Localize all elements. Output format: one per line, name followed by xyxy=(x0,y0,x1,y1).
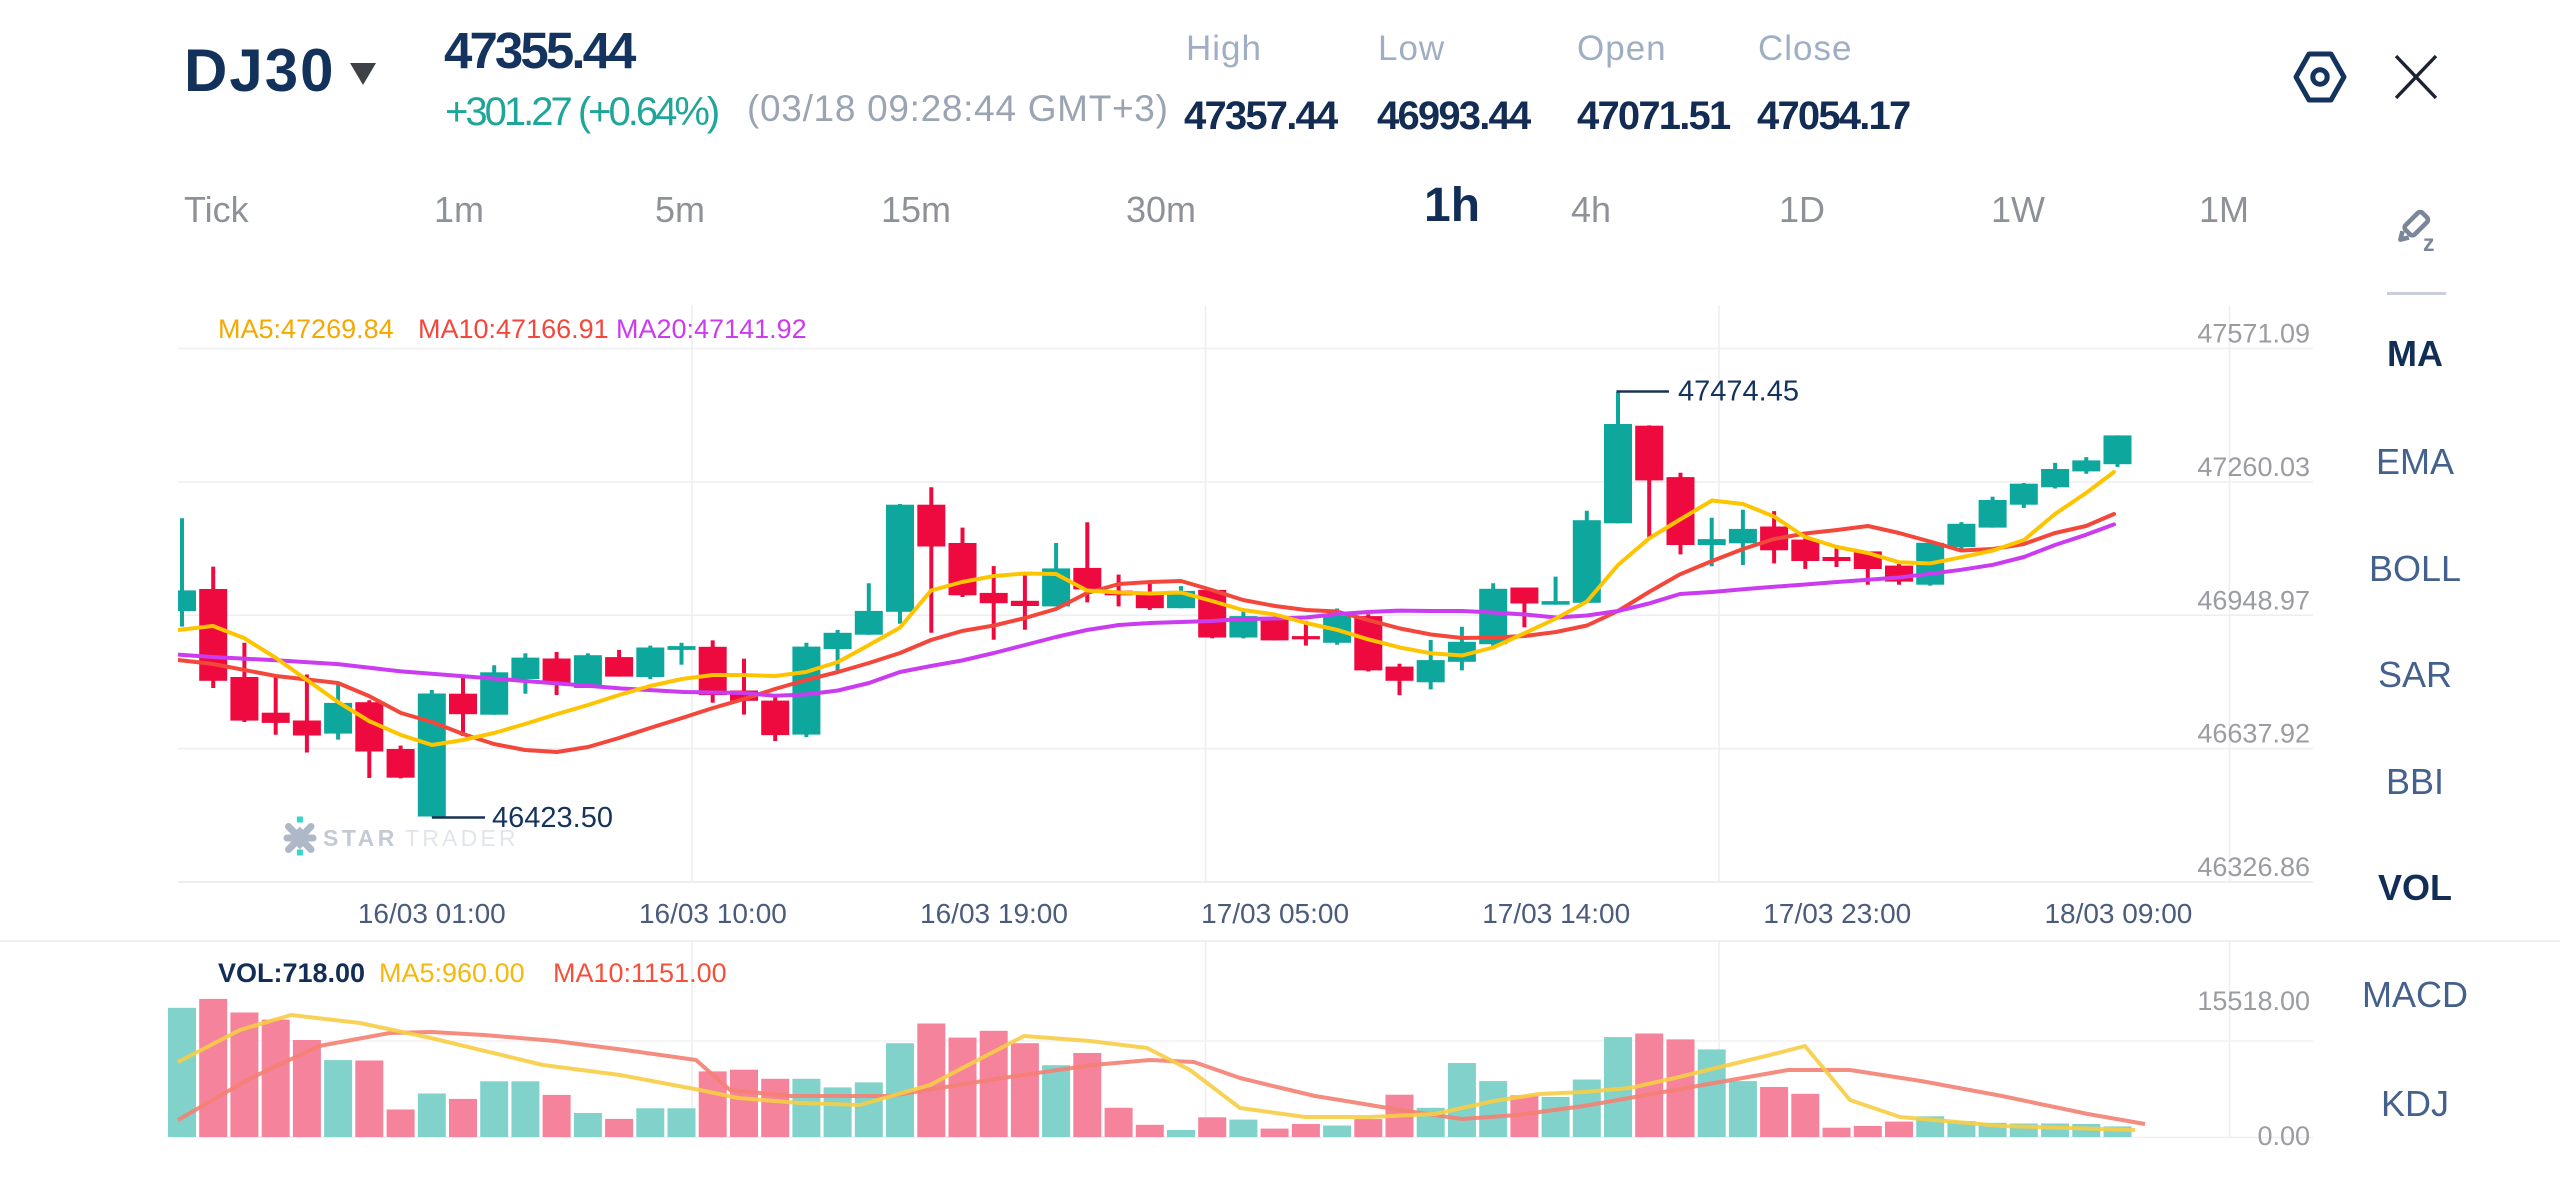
svg-text:TRADER: TRADER xyxy=(405,825,519,851)
svg-text:17/03 23:00: 17/03 23:00 xyxy=(1763,898,1911,929)
svg-text:46948.97: 46948.97 xyxy=(2197,585,2310,615)
svg-text:46423.50: 46423.50 xyxy=(492,802,613,834)
svg-text:MA20:47141.92: MA20:47141.92 xyxy=(616,314,807,344)
svg-text:MA5:960.00: MA5:960.00 xyxy=(379,958,525,988)
svg-text:MA5:47269.84: MA5:47269.84 xyxy=(218,314,394,344)
svg-text:46637.92: 46637.92 xyxy=(2197,719,2310,749)
svg-text:16/03 10:00: 16/03 10:00 xyxy=(639,898,787,929)
svg-text:15518.00: 15518.00 xyxy=(2197,986,2310,1016)
svg-text:18/03 09:00: 18/03 09:00 xyxy=(2044,898,2192,929)
svg-text:16/03 01:00: 16/03 01:00 xyxy=(358,898,506,929)
svg-text:0.00: 0.00 xyxy=(2257,1121,2310,1151)
svg-text:16/03 19:00: 16/03 19:00 xyxy=(920,898,1068,929)
svg-text:17/03 05:00: 17/03 05:00 xyxy=(1201,898,1349,929)
svg-text:MA10:1151.00: MA10:1151.00 xyxy=(553,958,727,988)
svg-text:47571.09: 47571.09 xyxy=(2197,319,2310,349)
svg-text:z: z xyxy=(2423,230,2435,256)
svg-text:47260.03: 47260.03 xyxy=(2197,452,2310,482)
svg-text:46326.86: 46326.86 xyxy=(2197,852,2310,882)
svg-text:STAR: STAR xyxy=(323,825,398,851)
svg-text:VOL:718.00: VOL:718.00 xyxy=(218,958,365,988)
svg-text:MA10:47166.91: MA10:47166.91 xyxy=(418,314,609,344)
svg-text:17/03 14:00: 17/03 14:00 xyxy=(1482,898,1630,929)
svg-text:47474.45: 47474.45 xyxy=(1678,376,1799,408)
